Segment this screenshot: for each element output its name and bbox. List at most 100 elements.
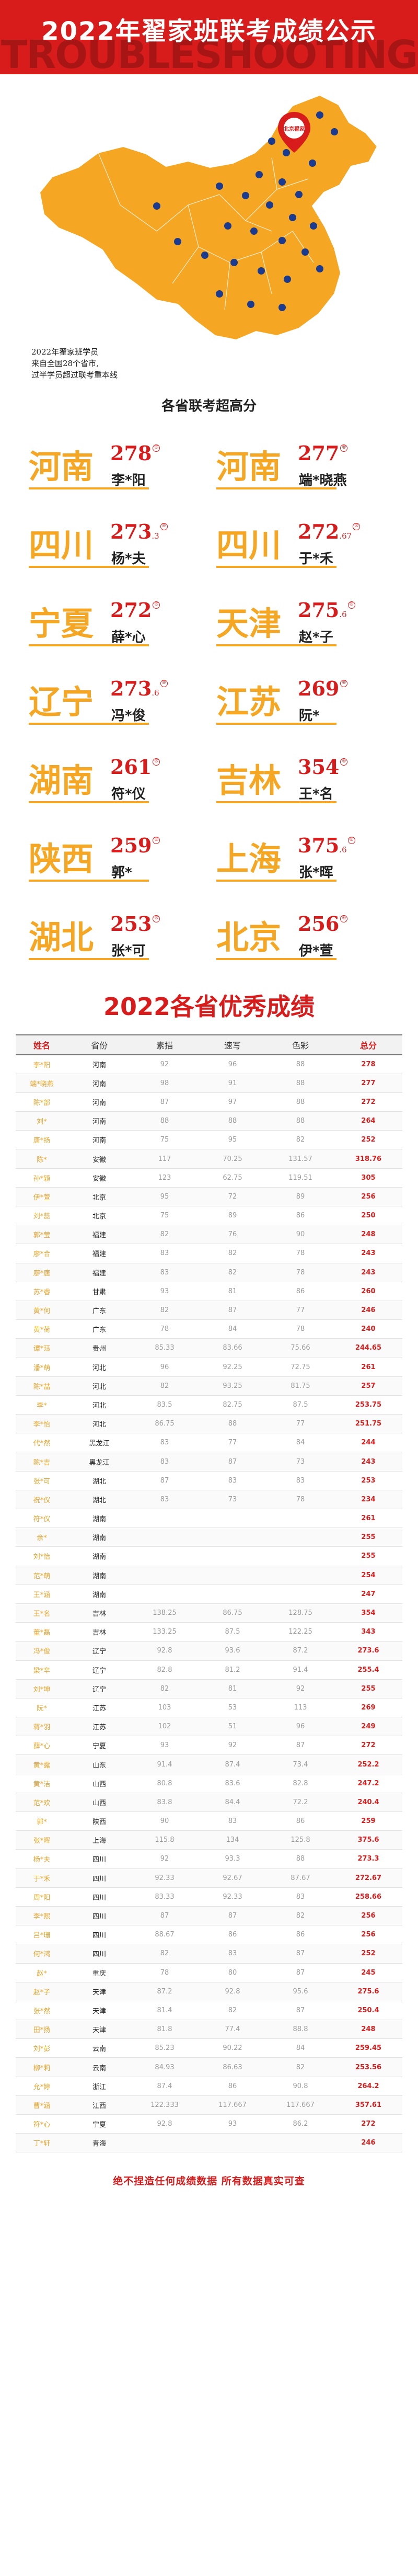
cell-color: 86.2 xyxy=(266,2114,334,2134)
cell-total: 252 xyxy=(334,1130,402,1150)
cell-quick-sketch: 84 xyxy=(199,1319,266,1339)
cell-province: 山西 xyxy=(68,1793,131,1813)
top-score-province: 四川 xyxy=(29,526,94,564)
cell-name: 周*阳 xyxy=(16,1887,68,1907)
map-pins xyxy=(153,111,338,311)
cell-name: 陈*吉 xyxy=(16,1452,68,1472)
location-pin-icon xyxy=(242,192,249,199)
cell-sketch xyxy=(131,1585,199,1604)
cell-name: 廖*合 xyxy=(16,1244,68,1263)
top-score-student-name: 于*禾 xyxy=(299,551,333,567)
cell-name: 唐*扬 xyxy=(16,1130,68,1150)
registered-mark-icon: ® xyxy=(340,758,348,766)
cell-sketch xyxy=(131,1546,199,1566)
cell-quick-sketch: 53 xyxy=(199,1698,266,1718)
china-map-section: 北京翟家 2022年翟家班学员 来自全国28个省市, 过半学员超过联考重本线 xyxy=(0,74,418,388)
top-scores-title: 各省联考超高分 xyxy=(161,398,257,414)
top-score-card: 吉林 354 ® 王*名 xyxy=(216,744,389,821)
cell-sketch: 82 xyxy=(131,1225,199,1245)
table-row: 李*阳 河南 92 96 88 278 xyxy=(16,1055,402,1074)
cell-quick-sketch: 92.67 xyxy=(199,1868,266,1888)
cell-sketch: 122.333 xyxy=(131,2095,199,2115)
top-score-underline xyxy=(29,644,149,646)
top-score-int: 261 xyxy=(110,755,152,779)
cell-sketch: 82 xyxy=(131,1301,199,1320)
cell-name: 李*怡 xyxy=(16,1414,68,1434)
cell-name: 代*然 xyxy=(16,1433,68,1453)
cell-quick-sketch: 134 xyxy=(199,1830,266,1850)
cell-total: 253.75 xyxy=(334,1395,402,1415)
cell-total: 253.56 xyxy=(334,2057,402,2077)
cell-sketch: 117 xyxy=(131,1149,199,1169)
table-row: 陈*吉 黑龙江 83 87 73 243 xyxy=(16,1452,402,1472)
location-pin-icon xyxy=(153,202,160,210)
cell-province: 湖北 xyxy=(68,1490,131,1510)
cell-sketch: 82 xyxy=(131,1944,199,1964)
table-row: 廖*合 福建 83 82 78 243 xyxy=(16,1244,402,1263)
cell-total: 273.3 xyxy=(334,1849,402,1869)
cell-total: 234 xyxy=(334,1490,402,1510)
cell-sketch: 83 xyxy=(131,1490,199,1510)
top-score-province: 上海 xyxy=(216,840,282,878)
top-score-int: 277 xyxy=(298,441,340,465)
top-score-underline xyxy=(29,801,149,803)
cell-color: 125.8 xyxy=(266,1830,334,1850)
cell-quick-sketch: 87 xyxy=(199,1452,266,1472)
top-score-underline xyxy=(216,644,336,646)
cell-total: 255 xyxy=(334,1546,402,1566)
table-row: 梁*辛 辽宁 82.8 81.2 91.4 255.4 xyxy=(16,1660,402,1680)
cell-color: 89 xyxy=(266,1187,334,1207)
cell-province: 青海 xyxy=(68,2133,131,2153)
cell-color: 87 xyxy=(266,1963,334,1982)
table-row: 陈* 安徽 117 70.25 131.57 318.76 xyxy=(16,1149,402,1169)
top-score-province: 北京 xyxy=(216,918,282,956)
cell-name: 董*磊 xyxy=(16,1622,68,1642)
top-score-province: 河南 xyxy=(216,448,282,486)
cell-sketch xyxy=(131,1509,199,1529)
cell-total: 272 xyxy=(334,2114,402,2134)
top-score-value: 273.3® xyxy=(110,520,168,543)
cell-color: 77 xyxy=(266,1414,334,1434)
cell-province: 江苏 xyxy=(68,1717,131,1737)
top-score-underline xyxy=(29,880,149,882)
cell-province: 四川 xyxy=(68,1944,131,1964)
location-pin-icon xyxy=(289,214,296,221)
cell-name: 冯*俊 xyxy=(16,1641,68,1661)
table-row: 李* 河北 83.5 82.75 87.5 253.75 xyxy=(16,1395,402,1415)
cell-quick-sketch: 93 xyxy=(199,2114,266,2134)
table-row: 王*名 吉林 138.25 86.75 128.75 354 xyxy=(16,1603,402,1623)
top-score-card: 陕西 259 ® 郭* xyxy=(29,822,202,899)
cell-sketch: 84.93 xyxy=(131,2057,199,2077)
top-score-int: 272 xyxy=(298,520,340,543)
cell-sketch: 92.8 xyxy=(131,1641,199,1661)
cell-name: 张*然 xyxy=(16,2001,68,2021)
cell-sketch: 83 xyxy=(131,1244,199,1263)
top-score-card: 河南 277 ® 端*晓燕 xyxy=(216,430,389,507)
registered-mark-icon: ® xyxy=(340,444,348,452)
cell-name: 潘*萌 xyxy=(16,1358,68,1377)
cell-quick-sketch: 76 xyxy=(199,1225,266,1245)
top-score-card: 四川 273.3® 杨*夫 xyxy=(29,508,202,586)
cell-province: 天津 xyxy=(68,1982,131,2001)
top-score-fraction: .6 xyxy=(152,688,159,698)
table-row: 黄*荷 广东 78 84 78 240 xyxy=(16,1319,402,1339)
cell-quick-sketch: 90.22 xyxy=(199,2038,266,2058)
cell-province: 湖北 xyxy=(68,1471,131,1490)
location-pin-icon xyxy=(201,252,208,259)
location-pin-icon xyxy=(224,222,231,230)
cell-color: 82 xyxy=(266,1130,334,1150)
cell-name: 刘*蕊 xyxy=(16,1206,68,1226)
results-table: 姓名 省份 素描 速写 色彩 总分 李*阳 河南 92 96 88 278 端*晓燕 河南 98… xyxy=(16,1034,402,2153)
top-score-int: 275 xyxy=(298,598,340,622)
cell-quick-sketch: 93.6 xyxy=(199,1641,266,1661)
cell-province: 湖南 xyxy=(68,1566,131,1585)
cell-total: 264.2 xyxy=(334,2077,402,2096)
table-row: 周*阳 四川 83.33 92.33 83 258.66 xyxy=(16,1887,402,1907)
cell-name: 孙*颖 xyxy=(16,1168,68,1188)
cell-province: 陕西 xyxy=(68,1811,131,1831)
cell-province: 贵州 xyxy=(68,1338,131,1358)
table-row: 符*心 宁夏 92.8 93 86.2 272 xyxy=(16,2114,402,2134)
cell-sketch: 92 xyxy=(131,1055,199,1074)
cell-color: 88 xyxy=(266,1111,334,1131)
table-row: 苏*睿 甘肃 93 81 86 260 xyxy=(16,1282,402,1301)
